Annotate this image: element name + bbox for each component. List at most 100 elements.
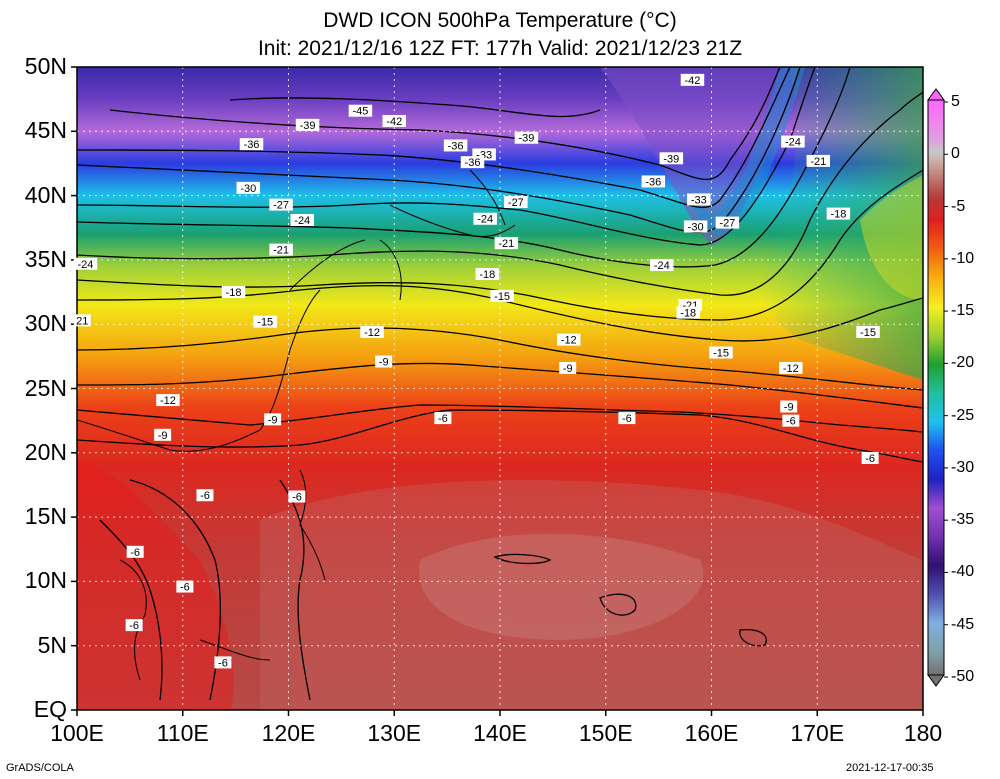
contour-label: -36 bbox=[443, 139, 468, 152]
contour-label: -6 bbox=[214, 656, 232, 669]
latitude-label: 30N bbox=[24, 310, 67, 337]
contour-label: -27 bbox=[715, 216, 740, 230]
contour-label: -9 bbox=[559, 361, 577, 375]
svg-text:-15: -15 bbox=[713, 347, 729, 359]
contour-label: -6 bbox=[618, 412, 636, 425]
contour-label: -6 bbox=[861, 451, 879, 465]
latitude-label: 45N bbox=[24, 117, 67, 144]
contour-label: -12 bbox=[556, 333, 581, 347]
svg-text:-24: -24 bbox=[477, 214, 493, 226]
colorbar-label: -5 bbox=[951, 197, 966, 215]
map-title: DWD ICON 500hPa Temperature (°C) bbox=[323, 9, 677, 32]
contour-label: -6 bbox=[434, 412, 452, 425]
contour-label: -9 bbox=[264, 413, 282, 426]
contour-label: -24 bbox=[650, 259, 674, 272]
contour-label: -27 bbox=[504, 196, 528, 209]
svg-text:-6: -6 bbox=[786, 416, 796, 428]
svg-text:-6: -6 bbox=[622, 413, 632, 425]
contour-label: -36 bbox=[460, 156, 485, 169]
coastlines bbox=[77, 169, 516, 681]
svg-text:-6: -6 bbox=[180, 582, 190, 594]
colorbar-label: -10 bbox=[951, 249, 975, 267]
svg-text:-18: -18 bbox=[830, 209, 846, 221]
svg-text:-39: -39 bbox=[518, 133, 534, 145]
contour-label: -36 bbox=[641, 175, 666, 188]
colorbar-label: -30 bbox=[951, 458, 975, 476]
svg-text:-36: -36 bbox=[645, 176, 661, 188]
svg-text:-42: -42 bbox=[685, 75, 701, 87]
svg-text:-12: -12 bbox=[364, 327, 380, 339]
contour-label: -6 bbox=[176, 580, 194, 594]
svg-text:-39: -39 bbox=[663, 153, 679, 165]
longitude-label: 150E bbox=[578, 720, 633, 746]
map-subtitle: Init: 2021/12/16 12Z FT: 177h Valid: 202… bbox=[257, 37, 743, 60]
contour-label: -12 bbox=[779, 361, 803, 375]
contour-label: -9 bbox=[780, 400, 798, 414]
svg-text:-9: -9 bbox=[784, 402, 794, 414]
svg-text:-27: -27 bbox=[508, 197, 524, 209]
svg-text:-9: -9 bbox=[268, 414, 278, 426]
svg-text:-15: -15 bbox=[860, 327, 876, 339]
contour-label: -21 bbox=[269, 243, 293, 257]
contour-label: -42 bbox=[382, 115, 406, 128]
svg-text:-15: -15 bbox=[257, 317, 273, 329]
contour-label: -33 bbox=[687, 193, 711, 206]
svg-text:-45: -45 bbox=[352, 106, 368, 118]
longitude-label: 180 bbox=[903, 720, 943, 746]
longitude-label: 170E bbox=[790, 720, 845, 746]
colorbar-scale bbox=[927, 99, 945, 676]
latitude-label: 40N bbox=[24, 181, 67, 208]
contour-label: -18 bbox=[826, 207, 851, 221]
contour-label: -18 bbox=[676, 306, 700, 320]
contour-label: -6 bbox=[125, 619, 143, 632]
svg-text:-24: -24 bbox=[78, 259, 94, 271]
svg-text:-24: -24 bbox=[654, 260, 670, 272]
colorbar-label: 5 bbox=[951, 93, 960, 110]
svg-text:-6: -6 bbox=[129, 620, 139, 632]
contour-label: -36 bbox=[239, 138, 264, 151]
svg-text:-9: -9 bbox=[563, 363, 573, 375]
svg-text:-18: -18 bbox=[226, 287, 242, 299]
svg-text:-6: -6 bbox=[200, 490, 210, 502]
axis-ticks bbox=[71, 66, 924, 716]
colorbar-bottom-arrow bbox=[927, 674, 945, 687]
contour-labels: -42-45-42-39-39-36 -36-33-36 -39-24-21-36-… bbox=[73, 73, 880, 669]
svg-text:-12: -12 bbox=[160, 395, 176, 407]
latitude-label: 15N bbox=[24, 503, 67, 530]
contour-label: -18 bbox=[221, 286, 246, 299]
svg-text:-9: -9 bbox=[158, 430, 168, 442]
contour-label: -39 bbox=[295, 118, 320, 132]
svg-text:-9: -9 bbox=[379, 356, 389, 368]
contour-label: -45 bbox=[348, 104, 373, 118]
contour-label: -24 bbox=[290, 214, 314, 227]
svg-text:-36: -36 bbox=[448, 140, 464, 152]
svg-text:-42: -42 bbox=[386, 116, 402, 128]
contour-label: -12 bbox=[156, 394, 180, 407]
contour-label: -30 bbox=[683, 220, 708, 233]
latitude-label: 35N bbox=[24, 245, 67, 272]
svg-text:-21: -21 bbox=[810, 156, 826, 168]
colorbar-label: 0 bbox=[951, 145, 960, 163]
colorbar-label: -45 bbox=[951, 615, 975, 633]
svg-text:-36: -36 bbox=[465, 157, 481, 169]
svg-text:-6: -6 bbox=[218, 657, 228, 669]
svg-text:-30: -30 bbox=[688, 221, 704, 233]
longitude-label: 110E bbox=[156, 720, 209, 746]
colorbar bbox=[927, 88, 948, 687]
latitude-label: 5N bbox=[37, 631, 67, 658]
cold-trough bbox=[600, 67, 800, 245]
contour-label: -18 bbox=[475, 268, 500, 281]
credit-grads: GrADS/COLA bbox=[6, 762, 74, 774]
svg-text:-12: -12 bbox=[561, 335, 577, 347]
contour-label: -39 bbox=[659, 152, 684, 165]
latitude-label: EQ bbox=[33, 696, 67, 722]
warm-pool bbox=[260, 480, 923, 710]
contour-label: -12 bbox=[360, 325, 384, 339]
colorbar-label: -50 bbox=[951, 668, 975, 685]
svg-text:-12: -12 bbox=[783, 363, 799, 375]
contour-label: -24 bbox=[781, 135, 805, 149]
colorbar-label: -20 bbox=[951, 354, 975, 372]
contour-label: -30 bbox=[236, 181, 261, 195]
svg-text:-27: -27 bbox=[719, 218, 735, 230]
svg-text:-6: -6 bbox=[292, 492, 302, 504]
